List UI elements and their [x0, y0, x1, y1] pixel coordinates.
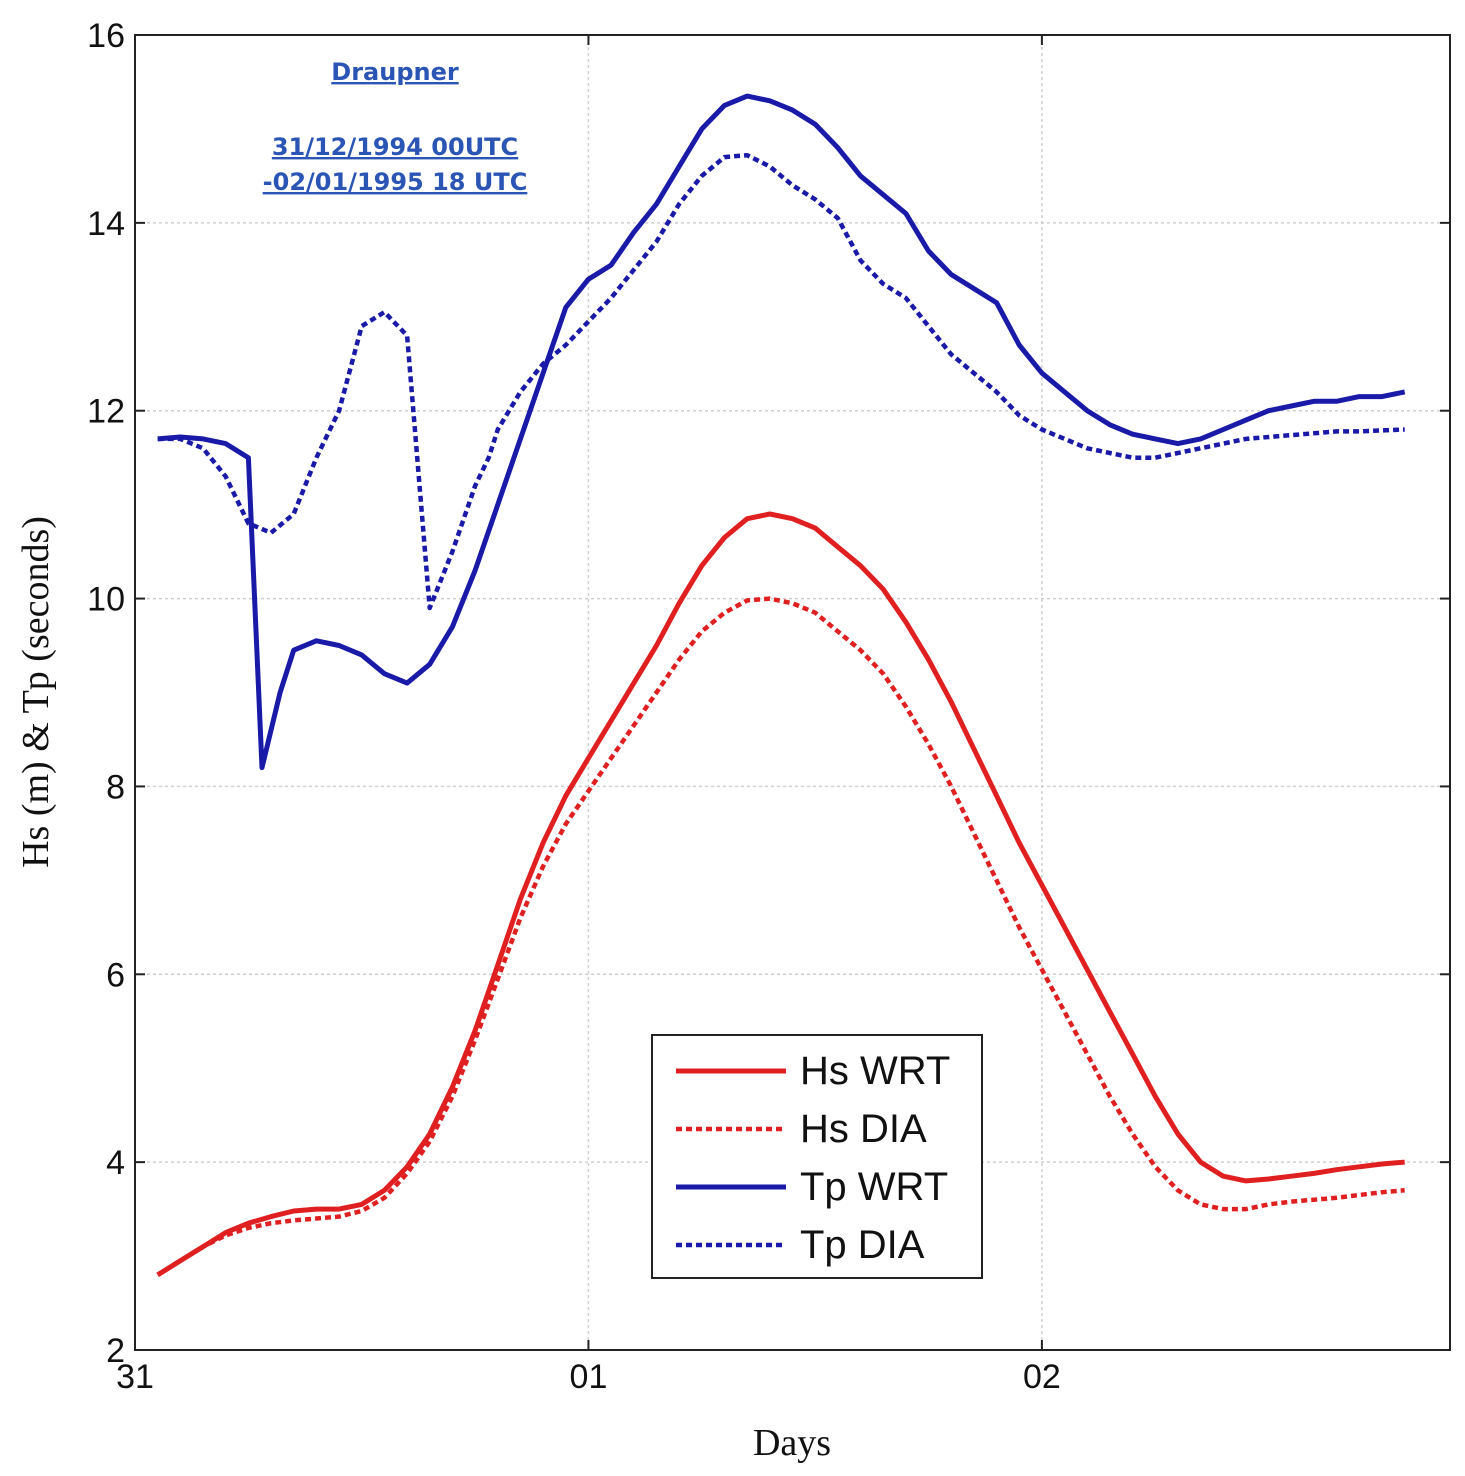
- y-tick-label: 12: [87, 393, 125, 431]
- annotation-title: Draupner: [331, 58, 459, 86]
- series-line-hs-wrt: [156, 511, 1405, 1278]
- y-tick-label: 4: [106, 1144, 125, 1182]
- tick-group: 2 4 6 8 10 12 14 16 31 01 02: [87, 17, 1450, 1396]
- legend-label-hs-wrt: Hs WRT: [800, 1049, 950, 1093]
- plot-frame: [134, 34, 1451, 1351]
- y-tick-label: 8: [106, 768, 125, 806]
- y-tick-label: 6: [106, 956, 125, 994]
- x-tick-label: 31: [116, 1358, 154, 1396]
- legend-label-hs-dia: Hs DIA: [800, 1107, 927, 1151]
- legend-swatches: [676, 1068, 786, 1248]
- legend-label-tp-wrt: Tp WRT: [800, 1165, 948, 1209]
- series-group: [156, 93, 1406, 1278]
- annotation-date-end: -02/01/1995 18 UTC: [263, 168, 528, 196]
- annotation-date-start: 31/12/1994 00UTC: [272, 133, 518, 161]
- series-line-hs-dia: [156, 596, 1405, 1277]
- series-line-tp-wrt: [157, 93, 1406, 771]
- y-axis-title: Hs (m) & Tp (seconds): [15, 516, 57, 868]
- y-tick-label: 14: [87, 205, 125, 243]
- annotation-block: Draupner 31/12/1994 00UTC -02/01/1995 18…: [263, 58, 528, 196]
- legend-label-tp-dia: Tp DIA: [800, 1223, 925, 1267]
- legend-box: [651, 1034, 983, 1279]
- y-tick-label: 16: [87, 17, 125, 55]
- x-tick-label: 01: [570, 1358, 608, 1396]
- x-axis-title: Days: [753, 1422, 831, 1464]
- y-tick-label: 2: [106, 1332, 125, 1370]
- legend: Hs WRT Hs DIA Tp WRT Tp DIA: [651, 1034, 983, 1279]
- y-tick-label: 10: [87, 581, 125, 619]
- x-tick-label: 02: [1023, 1358, 1061, 1396]
